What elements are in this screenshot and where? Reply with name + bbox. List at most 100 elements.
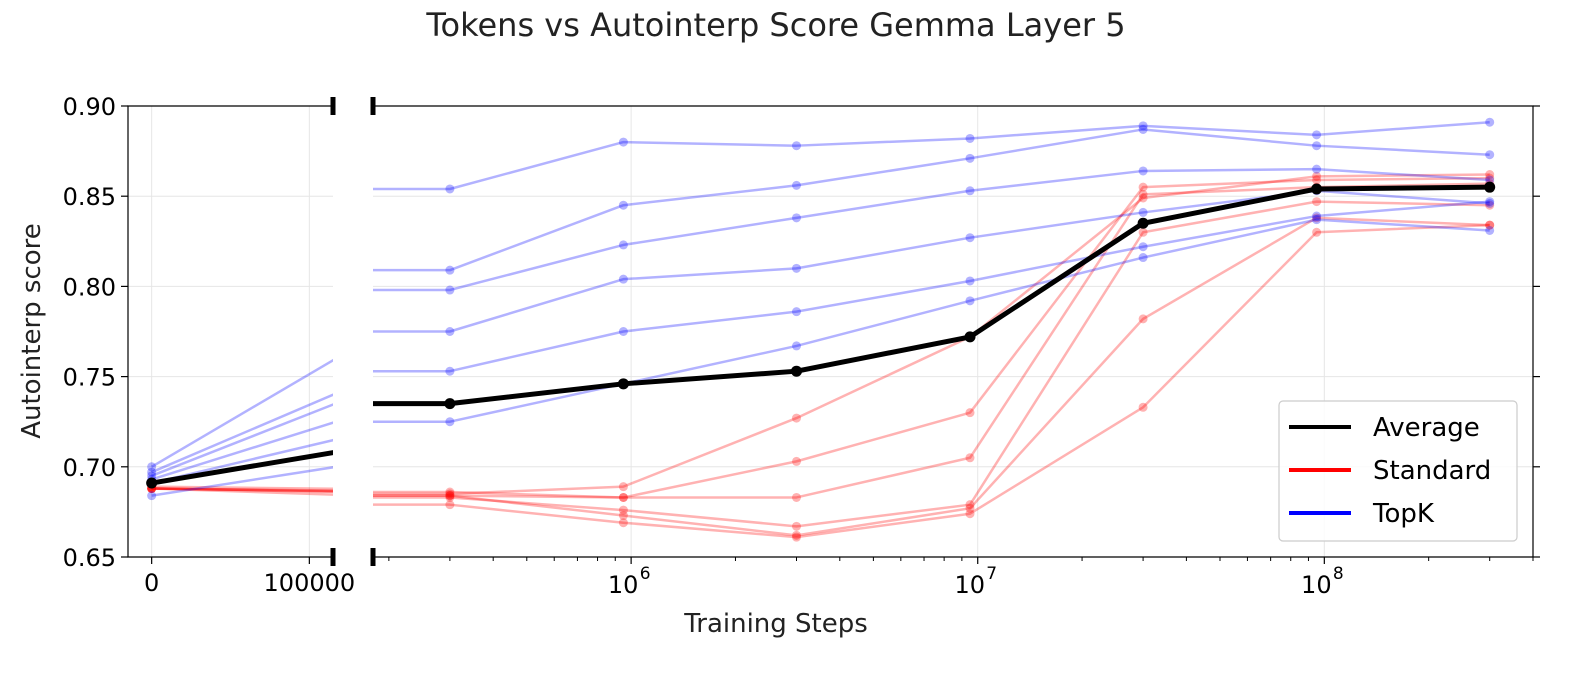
standard-point xyxy=(1485,220,1495,230)
topk-series-line-left xyxy=(151,421,333,481)
y-tick-label: 0.70 xyxy=(63,454,116,482)
standard-point xyxy=(1312,175,1322,185)
average-point xyxy=(617,378,629,390)
standard-point xyxy=(1485,173,1495,183)
topk-point xyxy=(965,233,975,243)
topk-series-line-left xyxy=(151,358,333,468)
topk-point xyxy=(1312,141,1322,151)
standard-point xyxy=(1312,227,1322,237)
x-tick-label: 10 xyxy=(954,571,985,599)
standard-point xyxy=(791,521,801,531)
topk-point xyxy=(445,327,455,336)
standard-point xyxy=(791,492,801,502)
standard-point xyxy=(618,505,628,515)
topk-point xyxy=(791,307,801,317)
topk-series-line-right xyxy=(373,200,1490,373)
standard-point xyxy=(618,518,628,528)
topk-point xyxy=(147,491,157,501)
topk-point xyxy=(618,240,628,250)
topk-point xyxy=(965,186,975,196)
topk-point xyxy=(1485,225,1495,235)
y-tick-label: 0.85 xyxy=(63,183,116,211)
topk-series-line-left xyxy=(151,403,333,477)
standard-series-line-left xyxy=(151,487,333,494)
topk-point xyxy=(1312,215,1322,225)
average-point xyxy=(1484,181,1496,193)
topk-point xyxy=(965,296,975,306)
standard-point xyxy=(618,511,628,521)
standard-point xyxy=(791,456,801,466)
topk-point xyxy=(791,141,801,151)
standard-point xyxy=(445,489,455,499)
standard-point xyxy=(1312,171,1322,181)
topk-point xyxy=(445,184,455,194)
standard-point xyxy=(1138,182,1148,192)
topk-point xyxy=(1312,211,1322,221)
standard-series-line-left xyxy=(151,487,333,492)
standard-point xyxy=(445,487,455,497)
x-tick-exponent: 8 xyxy=(1333,564,1344,584)
standard-point xyxy=(1138,189,1148,199)
standard-point xyxy=(445,500,455,510)
standard-point xyxy=(965,408,975,418)
legend-label-average: Average xyxy=(1373,413,1480,443)
standard-point xyxy=(445,491,455,501)
standard-point xyxy=(618,492,628,502)
topk-point xyxy=(1485,150,1495,160)
standard-point xyxy=(1138,227,1148,237)
x-axis-title: Training Steps xyxy=(683,609,868,639)
topk-series-line-right xyxy=(373,167,1490,292)
standard-series-line-right xyxy=(373,176,1490,499)
standard-point xyxy=(445,491,455,501)
x-tick-label: 0 xyxy=(144,569,159,597)
topk-point xyxy=(1138,166,1148,176)
average-series-line-left xyxy=(151,450,333,486)
standard-point xyxy=(791,532,801,542)
legend-box xyxy=(1278,400,1518,542)
standard-series-line-left xyxy=(151,487,333,493)
topk-point xyxy=(791,341,801,351)
standard-point xyxy=(791,413,801,423)
standard-point xyxy=(965,509,975,519)
left-axes-frame xyxy=(127,105,333,558)
topk-point xyxy=(445,366,455,376)
standard-point xyxy=(1138,193,1148,203)
x-tick-label: 100000 xyxy=(264,569,356,597)
standard-point xyxy=(1312,213,1322,223)
topk-point xyxy=(965,133,975,143)
topk-point xyxy=(1485,117,1495,127)
topk-point xyxy=(445,265,455,275)
topk-point xyxy=(445,285,455,295)
topk-point xyxy=(1138,121,1148,131)
x-tick-label: 10 xyxy=(608,571,639,599)
topk-point xyxy=(147,462,157,472)
standard-point xyxy=(618,482,628,492)
standard-series-line-right xyxy=(373,200,1490,528)
y-axis-title: Autointerp score xyxy=(17,223,47,439)
legend: Average Standard TopK xyxy=(1278,400,1518,542)
standard-point xyxy=(965,453,975,463)
average-point xyxy=(444,398,456,410)
standard-series-line-right xyxy=(373,182,1490,499)
average-series-line-right xyxy=(373,184,1490,407)
standard-series-line-right xyxy=(373,216,1490,537)
x-tick-label: 10 xyxy=(1301,571,1332,599)
topk-series-line-right xyxy=(373,120,1490,191)
standard-point xyxy=(1485,220,1495,230)
y-tick-label: 0.80 xyxy=(63,273,116,301)
plot-area: 0.650.700.750.800.850.900 100000 10 6 10 7 10 8 xyxy=(63,93,1540,599)
topk-point xyxy=(1138,253,1148,263)
topk-point xyxy=(791,180,801,190)
average-point xyxy=(790,365,802,377)
standard-point xyxy=(618,492,628,502)
average-point xyxy=(146,477,158,489)
topk-point xyxy=(791,213,801,223)
standard-point xyxy=(1312,197,1322,207)
standard-series-line-left xyxy=(151,485,333,490)
topk-point xyxy=(1485,197,1495,207)
topk-point xyxy=(1138,242,1148,252)
standard-point xyxy=(791,530,801,540)
topk-point xyxy=(445,417,455,427)
topk-point xyxy=(1138,207,1148,217)
